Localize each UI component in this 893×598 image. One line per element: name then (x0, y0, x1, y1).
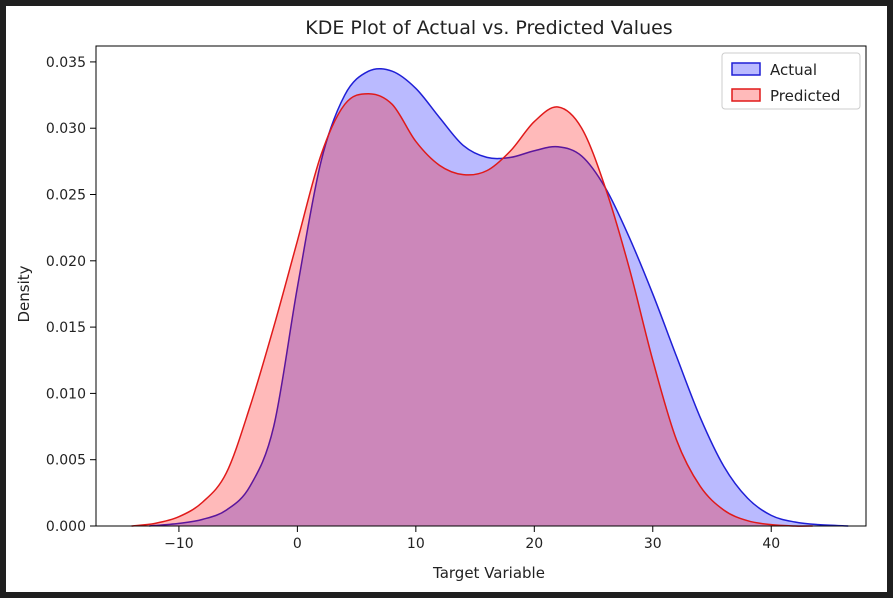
y-axis-label: Density (15, 265, 33, 322)
y-tick-label: 0.030 (46, 121, 86, 137)
x-tick-label: 10 (407, 536, 425, 552)
y-tick-label: 0.035 (46, 55, 86, 71)
legend-box (721, 52, 861, 110)
series-area-actual (149, 68, 849, 526)
legend-swatch (731, 88, 761, 102)
series-line-predicted (131, 92, 813, 527)
legend-swatch (731, 62, 761, 76)
legend-label: Actual (770, 61, 817, 79)
plot-area (131, 67, 849, 527)
y-tick-label: 0.005 (46, 453, 86, 469)
axes: −10 0 10 20 30 40 0.000 0.005 0.010 0.015 0.020 0.0… (46, 45, 867, 552)
legend-label: Predicted (770, 87, 840, 105)
x-tick-label: 40 (762, 536, 780, 552)
series-line-actual (149, 67, 849, 527)
legend: Actual Predicted (721, 52, 861, 110)
y-tick-label: 0.000 (46, 519, 86, 535)
series-area-predicted (131, 93, 813, 527)
chart-figure: KDE Plot of Actual vs. Predicted Values … (6, 6, 887, 592)
x-axis-label: Target Variable (432, 564, 545, 582)
kde-chart: KDE Plot of Actual vs. Predicted Values … (15, 17, 867, 582)
y-tick-label: 0.025 (46, 188, 86, 204)
x-tick-label: −10 (164, 536, 194, 552)
y-tick-label: 0.015 (46, 320, 86, 336)
x-tick-label: 0 (293, 536, 302, 552)
plot-frame (95, 45, 867, 527)
y-tick-label: 0.020 (46, 254, 86, 270)
x-tick-label: 30 (644, 536, 662, 552)
y-tick-label: 0.010 (46, 386, 86, 402)
chart-title: KDE Plot of Actual vs. Predicted Values (305, 17, 672, 39)
x-tick-label: 20 (525, 536, 543, 552)
